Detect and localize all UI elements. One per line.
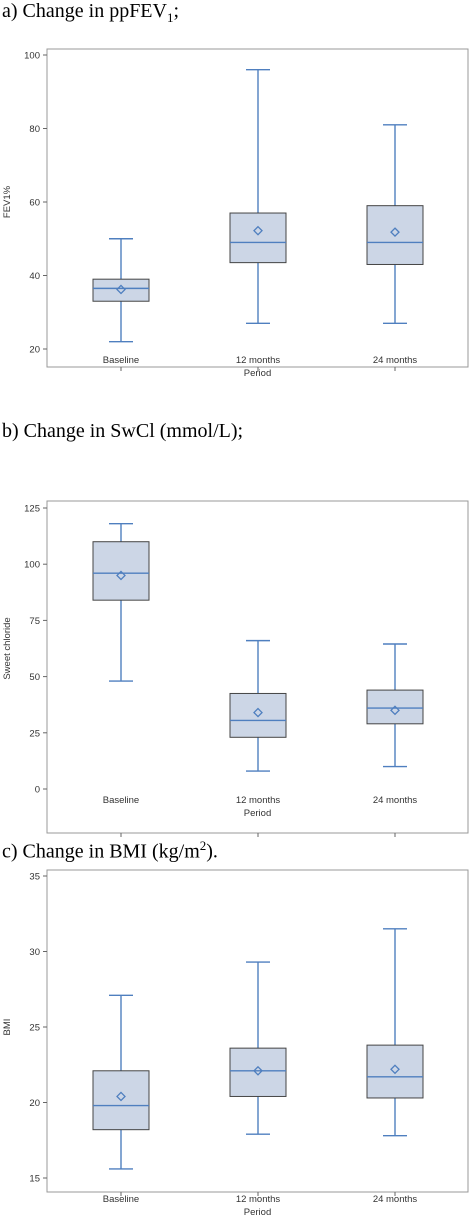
- x-tick-label: 12 months: [236, 795, 281, 806]
- y-tick-label: 100: [24, 560, 40, 571]
- y-axis-label: BMI: [2, 1019, 13, 1036]
- panel-b-heading: b) Change in SwCl (mmol/L);: [2, 420, 243, 443]
- x-axis-label: Period: [244, 808, 271, 819]
- box-2: [366, 928, 424, 1137]
- box-0: [92, 523, 150, 682]
- mean-marker: [116, 570, 126, 581]
- mean-marker: [253, 1065, 263, 1076]
- y-tick-label: 30: [29, 947, 40, 958]
- y-tick-label: 60: [29, 198, 40, 209]
- mean-marker: [116, 1091, 126, 1102]
- y-tick-label: 100: [24, 51, 40, 62]
- iqr-box: [366, 205, 424, 265]
- box-2: [366, 124, 424, 324]
- mean-marker: [253, 225, 263, 236]
- x-tick-label: Baseline: [103, 795, 139, 806]
- y-axis-label: FEV1%: [2, 185, 13, 218]
- y-tick-label: 35: [29, 872, 40, 883]
- panel-c-heading-superscript: 2: [199, 838, 207, 853]
- x-tick-label: Baseline: [103, 1194, 139, 1205]
- iqr-box: [92, 278, 150, 302]
- panel-a-heading: a) Change in ppFEV1;: [2, 0, 179, 26]
- y-tick-label: 50: [29, 672, 40, 683]
- x-tick-label: Baseline: [103, 355, 139, 366]
- panel-c-heading-suffix: ).: [206, 840, 218, 863]
- y-tick-label: 40: [29, 271, 40, 282]
- iqr-box: [229, 692, 287, 738]
- y-tick-label: 125: [24, 504, 40, 515]
- x-tick-label: 12 months: [236, 355, 281, 366]
- panel-c-heading: c) Change in BMI (kg/m2).: [2, 838, 218, 864]
- y-tick-label: 75: [29, 616, 40, 627]
- chart-fev1: 20 40 60 80 100 FEV1% Baseline 12 months 24 mont…: [2, 48, 469, 379]
- y-tick-label: 20: [29, 345, 40, 356]
- mean-marker: [116, 284, 126, 295]
- y-tick-label: 20: [29, 1098, 40, 1109]
- mean-marker: [390, 227, 400, 238]
- box-1: [229, 69, 287, 324]
- x-tick-label: 24 months: [373, 1194, 418, 1205]
- x-tick-label: 24 months: [373, 795, 418, 806]
- mean-marker: [390, 705, 400, 716]
- iqr-box: [366, 1044, 424, 1099]
- y-tick-label: 0: [35, 785, 40, 796]
- panel-a: a) Change in ppFEV1; 20 40 60 80 100 FEV1% Bas…: [0, 0, 474, 395]
- box-1: [229, 961, 287, 1135]
- chart-sweat-chloride: 0 25 50 75 100 125 Sweet chloride Baseline 12 mo…: [2, 500, 469, 837]
- panel-a-heading-text: a) Change in ppFEV: [2, 0, 167, 22]
- y-tick-label: 80: [29, 124, 40, 135]
- box-2: [366, 643, 424, 768]
- box-0: [92, 238, 150, 343]
- iqr-box: [229, 212, 287, 264]
- y-tick-label: 15: [29, 1174, 40, 1185]
- box-0: [92, 994, 150, 1170]
- panel-b: b) Change in SwCl (mmol/L); 0 25 50 75 100 12…: [0, 418, 474, 837]
- box-1: [229, 639, 287, 772]
- panel-b-heading-text: b) Change in SwCl (mmol/L);: [2, 420, 244, 442]
- y-axis-label: Sweet chloride: [2, 617, 13, 679]
- mean-marker: [253, 707, 263, 718]
- x-tick-label: 24 months: [373, 355, 418, 366]
- panel-c-heading-text: c) Change in BMI (kg/m: [2, 840, 200, 863]
- chart-bmi: 15 20 25 30 35 BMI Baseline 12 months 24 months P…: [2, 869, 469, 1215]
- iqr-box: [229, 1047, 287, 1097]
- y-tick-label: 25: [29, 728, 40, 739]
- panel-c: c) Change in BMI (kg/m2). 15 20 25 30 35 BMI B…: [0, 838, 474, 1215]
- panel-a-heading-subscript: 1: [166, 10, 174, 25]
- mean-marker: [390, 1064, 400, 1075]
- y-tick-label: 25: [29, 1023, 40, 1034]
- panel-a-heading-suffix: ;: [173, 0, 180, 22]
- x-tick-label: 12 months: [236, 1194, 281, 1205]
- x-axis-label: Period: [244, 1207, 271, 1215]
- x-axis-label: Period: [244, 368, 271, 379]
